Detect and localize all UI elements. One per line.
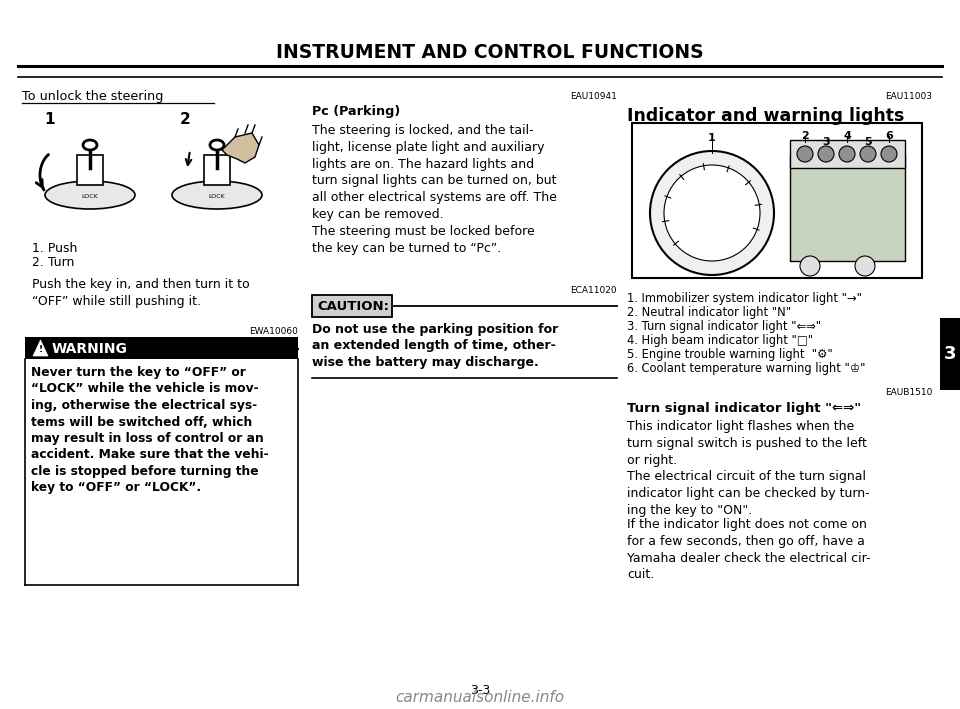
Text: 3: 3	[822, 137, 829, 147]
Text: The steering is locked, and the tail-
light, license plate light and auxiliary
l: The steering is locked, and the tail- li…	[312, 124, 557, 255]
Circle shape	[664, 165, 760, 261]
Text: Push the key in, and then turn it to
“OFF” while still pushing it.: Push the key in, and then turn it to “OF…	[32, 278, 250, 308]
Text: 6: 6	[885, 131, 893, 141]
Text: 1. Push: 1. Push	[32, 242, 78, 255]
Bar	[25, 337, 298, 359]
Text: 1. Immobilizer system indicator light "→": 1. Immobilizer system indicator light "→…	[627, 292, 862, 305]
Bar	[790, 140, 905, 168]
Circle shape	[800, 256, 820, 276]
Circle shape	[839, 146, 855, 162]
Text: carmanualsonline.info: carmanualsonline.info	[396, 690, 564, 705]
Text: 2: 2	[802, 131, 809, 141]
Text: 6. Coolant temperature warning light "♔": 6. Coolant temperature warning light "♔"	[627, 362, 866, 375]
Text: !: !	[38, 345, 42, 354]
Text: The electrical circuit of the turn signal
indicator light can be checked by turn: The electrical circuit of the turn signa…	[627, 470, 870, 517]
Text: 2: 2	[180, 112, 190, 127]
Text: If the indicator light does not come on
for a few seconds, then go off, have a
Y: If the indicator light does not come on …	[627, 518, 871, 581]
Text: This indicator light flashes when the
turn signal switch is pushed to the left
o: This indicator light flashes when the tu…	[627, 420, 867, 467]
Text: 2. Turn: 2. Turn	[32, 256, 74, 269]
Bar	[204, 155, 230, 185]
Text: Do not use the parking position for
an extended length of time, other-
wise the : Do not use the parking position for an e…	[312, 323, 559, 369]
Text: 2. Neutral indicator light "N": 2. Neutral indicator light "N"	[627, 306, 791, 319]
Circle shape	[881, 146, 897, 162]
Text: 3. Turn signal indicator light "⇐⇒": 3. Turn signal indicator light "⇐⇒"	[627, 320, 821, 333]
Circle shape	[818, 146, 834, 162]
Text: 4. High beam indicator light "□": 4. High beam indicator light "□"	[627, 334, 813, 347]
Ellipse shape	[172, 181, 262, 209]
Text: 3-3: 3-3	[469, 684, 491, 697]
Text: Pᴄ (Parking): Pᴄ (Parking)	[312, 105, 400, 118]
Text: 5: 5	[864, 137, 872, 147]
Text: 5. Engine trouble warning light  "⚙": 5. Engine trouble warning light "⚙"	[627, 348, 832, 361]
Text: 1: 1	[708, 133, 716, 143]
Text: EAUB1510: EAUB1510	[884, 388, 932, 397]
Circle shape	[860, 146, 876, 162]
Text: Turn signal indicator light "⇐⇒": Turn signal indicator light "⇐⇒"	[627, 402, 861, 415]
Text: ECA11020: ECA11020	[570, 286, 617, 295]
Polygon shape	[33, 340, 48, 356]
Ellipse shape	[45, 181, 135, 209]
Circle shape	[650, 151, 774, 275]
Text: Never turn the key to “OFF” or
“LOCK” while the vehicle is mov-
ing, otherwise t: Never turn the key to “OFF” or “LOCK” wh…	[31, 366, 269, 494]
Polygon shape	[222, 133, 259, 163]
Text: LOCK: LOCK	[208, 194, 226, 199]
Text: 4: 4	[843, 131, 851, 141]
Text: EWA10060: EWA10060	[250, 327, 298, 336]
Text: INSTRUMENT AND CONTROL FUNCTIONS: INSTRUMENT AND CONTROL FUNCTIONS	[276, 43, 704, 62]
Text: LOCK: LOCK	[82, 194, 98, 199]
Text: Indicator and warning lights: Indicator and warning lights	[627, 107, 904, 125]
Text: CAUTION:: CAUTION:	[317, 299, 389, 313]
Text: EAU10941: EAU10941	[570, 92, 617, 101]
Bar	[632, 123, 922, 278]
Text: WARNING: WARNING	[52, 342, 128, 356]
Text: 1: 1	[45, 112, 56, 127]
Bar	[790, 156, 905, 261]
Circle shape	[855, 256, 875, 276]
Text: To unlock the steering: To unlock the steering	[22, 90, 163, 103]
Circle shape	[797, 146, 813, 162]
Text: EAU11003: EAU11003	[885, 92, 932, 101]
Bar	[940, 318, 960, 390]
Text: 3: 3	[944, 345, 956, 363]
Bar	[77, 155, 103, 185]
Bar	[312, 295, 392, 317]
